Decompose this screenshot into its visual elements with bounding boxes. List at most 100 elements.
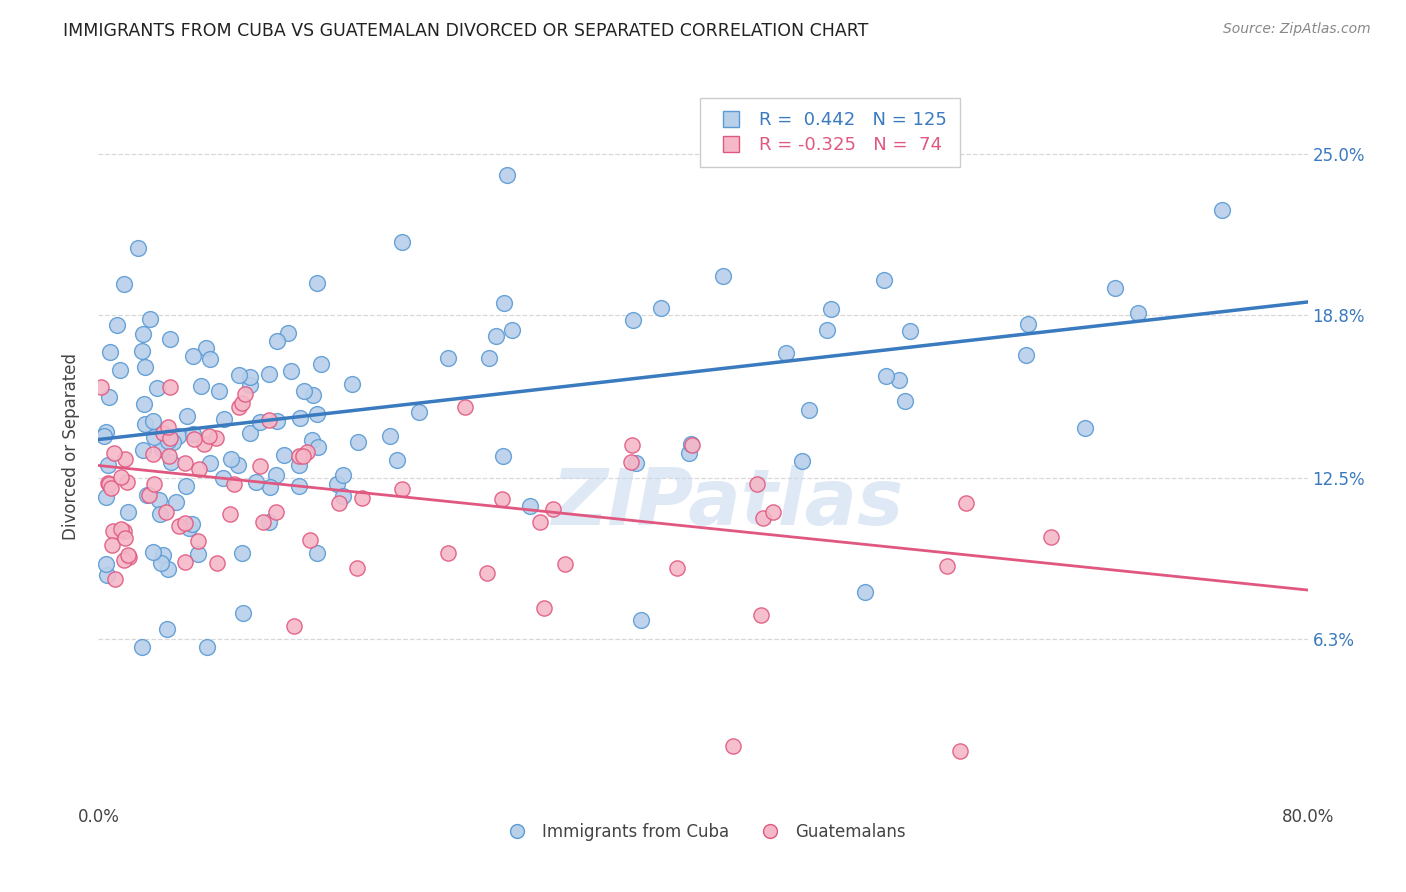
Point [301, 433, 323, 447]
Point [183, 349, 205, 363]
Point [292, 384, 315, 398]
Point [519, 500, 541, 514]
Point [103, 446, 125, 460]
Point [249, 458, 271, 473]
Point [1126, 306, 1149, 320]
Point [105, 318, 128, 332]
Point [112, 552, 135, 566]
Point [96, 568, 118, 582]
Point [292, 449, 315, 463]
Point [157, 434, 180, 448]
Point [183, 433, 205, 447]
Point [889, 373, 911, 387]
Point [136, 488, 159, 502]
Point [1074, 421, 1097, 435]
Point [134, 397, 156, 411]
Point [193, 436, 215, 450]
Point [347, 434, 370, 449]
Point [309, 357, 332, 371]
Point [249, 415, 271, 429]
Point [245, 475, 267, 489]
Point [257, 368, 280, 382]
Point [266, 505, 288, 519]
Point [98, 345, 121, 359]
Point [350, 491, 373, 506]
Point [955, 496, 977, 510]
Text: IMMIGRANTS FROM CUBA VS GUATEMALAN DIVORCED OR SEPARATED CORRELATION CHART: IMMIGRANTS FROM CUBA VS GUATEMALAN DIVOR… [63, 22, 869, 40]
Point [328, 496, 350, 510]
Point [297, 444, 319, 458]
Text: ZIPatlas: ZIPatlas [551, 465, 903, 541]
Point [437, 546, 460, 560]
Point [650, 301, 672, 316]
Point [97, 475, 120, 490]
Point [159, 332, 181, 346]
Point [156, 562, 179, 576]
Point [90, 380, 112, 394]
Point [152, 425, 174, 440]
Point [115, 475, 138, 490]
Point [160, 454, 183, 468]
Point [205, 556, 228, 570]
Point [131, 344, 153, 359]
Point [173, 456, 195, 470]
Point [620, 454, 643, 468]
Point [936, 559, 959, 574]
Point [273, 448, 295, 462]
Point [134, 417, 156, 431]
Point [173, 555, 195, 569]
Point [873, 273, 896, 287]
Point [232, 606, 254, 620]
Point [665, 561, 688, 575]
Point [228, 368, 250, 382]
Point [157, 449, 180, 463]
Point [491, 491, 513, 506]
Point [221, 451, 243, 466]
Point [529, 515, 551, 529]
Point [228, 401, 250, 415]
Point [391, 235, 413, 249]
Point [159, 380, 181, 394]
Point [205, 431, 228, 445]
Point [723, 739, 745, 753]
Point [231, 546, 253, 560]
Point [146, 381, 169, 395]
Point [679, 436, 702, 450]
Point [159, 431, 181, 445]
Point [1015, 347, 1038, 361]
Point [157, 420, 180, 434]
Point [181, 426, 204, 441]
Point [195, 640, 218, 654]
Point [305, 276, 328, 290]
Point [495, 168, 517, 182]
Point [385, 453, 408, 467]
Point [233, 386, 256, 401]
Point [150, 442, 173, 457]
Point [149, 557, 172, 571]
Point [554, 557, 576, 571]
Point [101, 538, 124, 552]
Point [101, 524, 124, 538]
Point [97, 390, 120, 404]
Point [127, 241, 149, 255]
Point [302, 388, 325, 402]
Point [117, 505, 139, 519]
Point [1017, 317, 1039, 331]
Point [194, 341, 217, 355]
Point [97, 458, 120, 472]
Point [100, 481, 122, 495]
Point [477, 566, 499, 580]
Point [815, 323, 838, 337]
Text: Source: ZipAtlas.com: Source: ZipAtlas.com [1223, 22, 1371, 37]
Point [949, 744, 972, 758]
Point [208, 384, 231, 399]
Point [485, 328, 508, 343]
Point [408, 405, 430, 419]
Point [110, 363, 132, 377]
Point [621, 438, 644, 452]
Point [797, 403, 820, 417]
Point [277, 326, 299, 340]
Point [239, 378, 262, 392]
Point [131, 640, 153, 654]
Point [166, 429, 188, 443]
